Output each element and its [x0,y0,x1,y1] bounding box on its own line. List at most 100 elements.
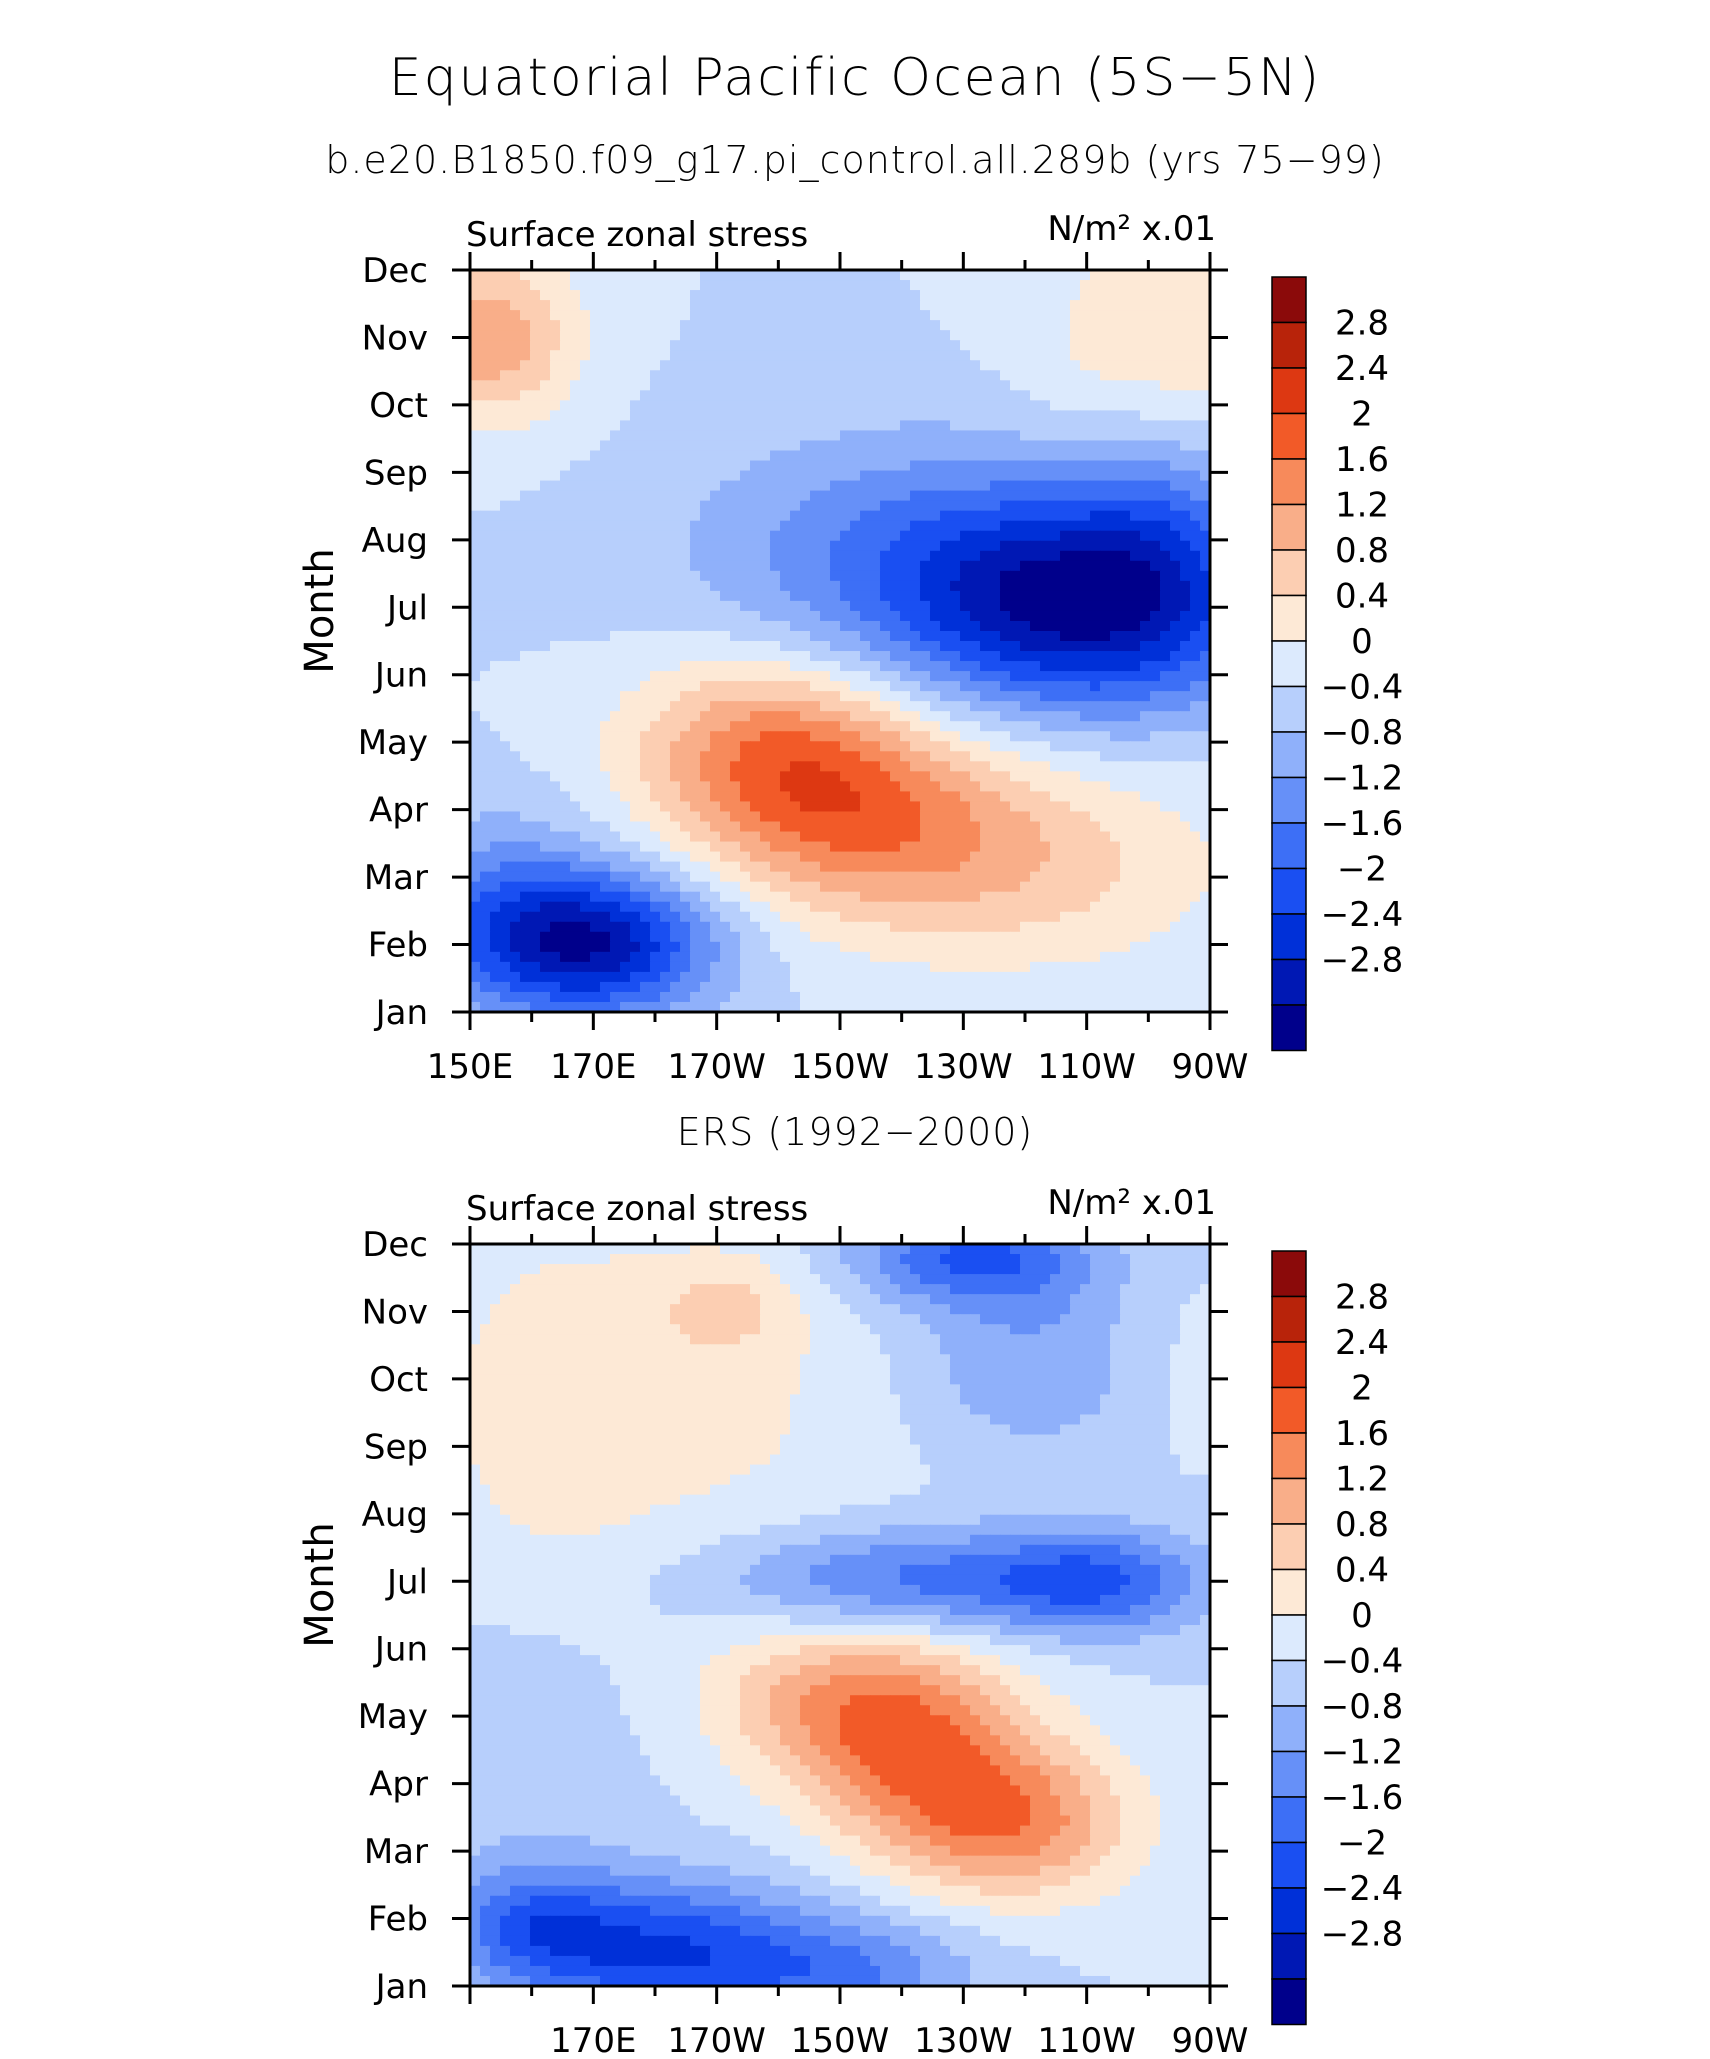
contour-cell [580,921,591,933]
contour-cell [520,440,531,452]
contour-cell [650,360,661,371]
contour-cell [1140,881,1151,893]
contour-cell [970,310,981,321]
contour-cell [1180,711,1191,722]
contour-cell [670,310,681,321]
contour-cell [1030,330,1041,341]
contour-cell [1110,630,1121,642]
contour-cell [610,871,621,883]
contour-cell [960,360,971,371]
contour-cell [950,851,961,863]
contour-cell [1050,681,1061,692]
contour-cell [610,761,621,772]
contour-cell [810,641,821,652]
contour-cell [490,320,501,331]
contour-cell [1090,811,1101,823]
contour-cell [540,630,551,642]
contour-cell [920,400,931,411]
contour-cell [610,370,621,381]
contour-cell [470,861,481,873]
contour-cell [720,841,731,853]
contour-cell [490,641,501,652]
contour-cell [960,721,971,732]
contour-cell [1060,741,1071,752]
contour-cell [1040,600,1051,612]
contour-cell [1010,430,1021,442]
contour-cell [1100,901,1111,913]
contour-cell [1010,881,1021,893]
contour-cell [1160,480,1171,492]
contour-cell [480,641,491,652]
contour-cell [740,420,751,432]
contour-cell [500,610,511,622]
contour-cell [500,360,511,371]
contour-cell [1090,771,1101,782]
contour-cell [980,751,991,762]
contour-cell [870,620,881,632]
contour-cell [740,340,751,351]
contour-cell [1090,420,1101,432]
contour-cell [930,490,941,502]
contour-cell [990,701,1001,712]
contour-cell [730,320,741,331]
contour-cell [1110,350,1121,361]
contour-cell [1080,620,1091,632]
contour-cell [1060,330,1071,341]
contour-cell [590,871,601,883]
contour-cell [1030,721,1041,732]
contour-cell [1010,590,1021,602]
contour-cell [560,761,571,772]
contour-cell [1090,620,1101,632]
contour-cell [860,630,871,642]
contour-cell [580,430,591,442]
contour-cell [1110,340,1121,351]
contour-cell [530,620,541,632]
contour-cell [570,630,581,642]
contour-cell [490,911,501,923]
contour-cell [610,550,621,562]
contour-cell [580,901,591,913]
contour-cell [940,450,951,462]
contour-cell [780,911,791,923]
contour-cell [680,290,691,301]
contour-cell [890,641,901,652]
contour-cell [800,811,811,823]
contour-cell [890,791,901,803]
contour-cell [650,841,661,853]
contour-cell [920,661,931,672]
contour-cell [1030,891,1041,903]
contour-cell [500,761,511,772]
contour-cell [1090,831,1101,843]
contour-cell [1070,841,1081,853]
contour-cell [1190,390,1201,401]
contour-cell [640,921,651,933]
contour-cell [760,280,771,291]
contour-cell [820,841,831,853]
contour-cell [840,641,851,652]
contour-cell [1160,620,1171,632]
contour-cell [660,811,671,823]
contour-cell [1010,410,1021,422]
contour-cell [1040,630,1051,642]
contour-cell [790,851,801,863]
contour-cell [740,530,751,542]
contour-cell [1080,861,1091,873]
contour-cell [740,580,751,592]
contour-cell [820,320,831,331]
contour-cell [1110,390,1121,401]
contour-cell [1180,661,1191,672]
contour-cell [540,270,551,281]
contour-cell [610,941,621,953]
contour-cell [1050,340,1061,351]
contour-cell [520,360,531,371]
contour-cell [660,891,671,903]
contour-cell [970,460,981,472]
contour-cell [1100,821,1111,833]
contour-cell [1020,901,1031,913]
contour-cell [570,681,581,692]
contour-cell [740,430,751,442]
contour-cell [650,831,661,843]
contour-cell [540,771,551,782]
contour-cell [1140,450,1151,462]
contour-cell [720,931,731,943]
